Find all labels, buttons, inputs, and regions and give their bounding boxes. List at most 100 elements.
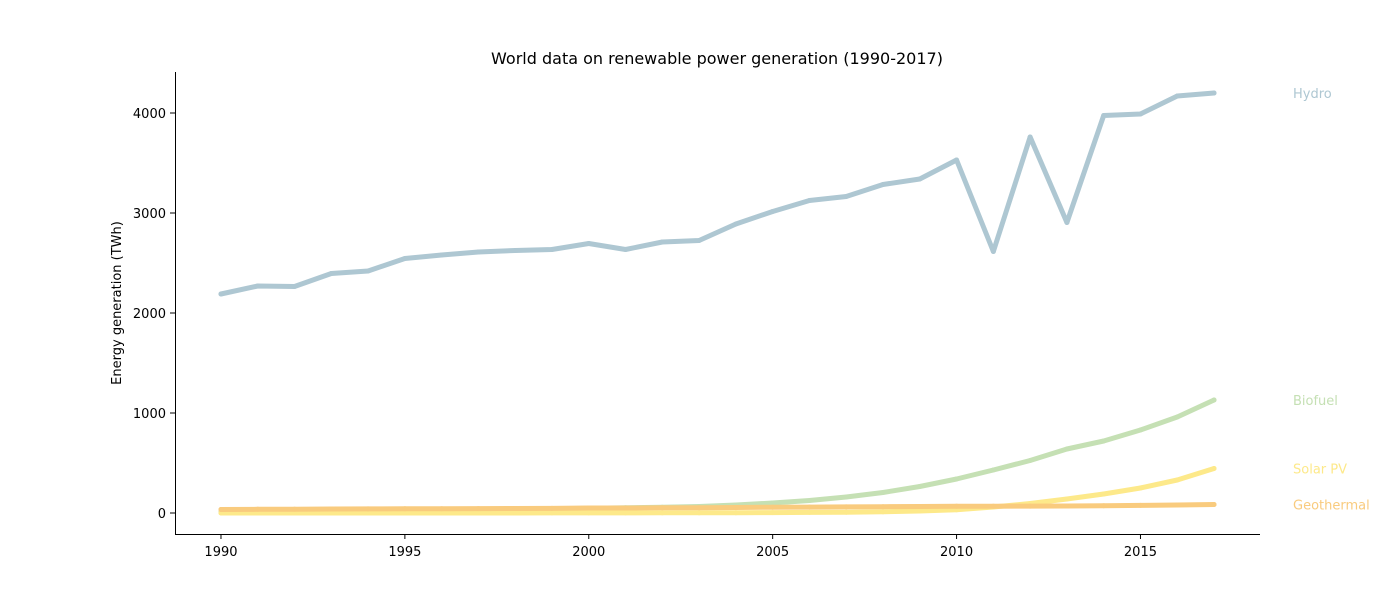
data-point-geothermal [806, 504, 812, 510]
data-point-hydro [806, 198, 812, 203]
data-point-hydro [659, 239, 665, 245]
data-point-geothermal [1174, 502, 1180, 508]
series-label-biofuel: Biofuel [1293, 394, 1338, 409]
data-point-geothermal [512, 506, 518, 511]
data-point-solar-pv [512, 510, 518, 516]
data-point-geothermal [843, 504, 849, 510]
data-point-geothermal [549, 505, 555, 511]
data-point-biofuel [1137, 427, 1143, 433]
data-point-biofuel [1064, 446, 1070, 452]
data-point-solar-pv [439, 510, 445, 516]
y-tick-label: 0 [158, 507, 166, 522]
data-point-geothermal [402, 506, 408, 512]
data-point-hydro [917, 176, 923, 182]
data-point-biofuel [843, 494, 849, 500]
data-point-hydro [1211, 90, 1217, 96]
data-point-solar-pv [806, 509, 812, 515]
data-point-hydro [549, 247, 555, 252]
data-point-solar-pv [475, 510, 481, 516]
chart-title: World data on renewable power generation… [491, 49, 943, 68]
data-point-geothermal [586, 505, 592, 511]
data-point-hydro [990, 249, 996, 254]
data-point-geothermal [1064, 503, 1070, 509]
data-point-solar-pv [328, 510, 334, 516]
y-tick-label: 3000 [133, 207, 166, 222]
data-point-geothermal [328, 506, 334, 512]
data-point-geothermal [659, 505, 665, 511]
data-point-solar-pv [549, 510, 555, 516]
data-point-hydro [770, 209, 776, 214]
data-point-biofuel [954, 476, 960, 482]
data-point-geothermal [623, 505, 629, 511]
data-point-hydro [1064, 220, 1070, 225]
x-tick-label: 2015 [1124, 545, 1157, 560]
data-point-solar-pv [843, 509, 849, 515]
data-point-biofuel [1101, 438, 1107, 444]
data-point-solar-pv [1101, 491, 1107, 497]
data-point-solar-pv [623, 510, 629, 516]
x-tick-label: 2005 [756, 545, 789, 560]
data-point-biofuel [990, 467, 996, 473]
data-point-hydro [954, 157, 960, 163]
data-point-hydro [733, 221, 739, 227]
data-point-biofuel [1211, 397, 1217, 403]
data-point-hydro [1101, 113, 1107, 118]
data-point-biofuel [1174, 414, 1180, 420]
data-point-hydro [623, 247, 629, 252]
data-point-solar-pv [1211, 466, 1217, 471]
data-point-geothermal [696, 505, 702, 511]
data-point-solar-pv [1064, 496, 1070, 502]
x-tick-label: 1995 [388, 545, 421, 560]
data-point-hydro [365, 268, 371, 274]
data-point-geothermal [255, 506, 261, 512]
series-label-geothermal: Geothermal [1293, 499, 1370, 514]
data-point-hydro [880, 182, 886, 187]
data-point-geothermal [1211, 502, 1217, 507]
data-point-geothermal [880, 504, 886, 510]
data-point-geothermal [954, 503, 960, 509]
data-point-hydro [218, 291, 224, 297]
data-point-geothermal [733, 505, 739, 510]
data-point-solar-pv [586, 510, 592, 516]
y-ticks: 0 1000 2000 3000 4000 [133, 107, 175, 522]
x-tick-label: 2000 [572, 545, 605, 560]
series-line-hydro [218, 90, 1217, 297]
data-point-hydro [586, 241, 592, 246]
data-point-solar-pv [1174, 477, 1180, 483]
data-point-solar-pv [770, 510, 776, 516]
data-point-hydro [512, 248, 518, 253]
data-point-geothermal [218, 507, 224, 512]
x-ticks: 1990 1995 2000 2005 2010 2015 [204, 534, 1157, 560]
data-point-geothermal [1137, 502, 1143, 508]
data-point-geothermal [917, 504, 923, 509]
data-point-geothermal [990, 503, 996, 509]
y-tick-label: 1000 [133, 407, 166, 422]
data-point-biofuel [1027, 458, 1033, 463]
data-point-hydro [1027, 134, 1033, 140]
y-tick-label: 2000 [133, 307, 166, 322]
data-point-solar-pv [402, 510, 408, 516]
data-point-solar-pv [365, 510, 371, 516]
data-point-solar-pv [880, 509, 886, 515]
x-tick-label: 2010 [940, 545, 973, 560]
data-point-geothermal [475, 506, 481, 512]
data-point-hydro [475, 249, 481, 255]
series-line-solar-pv [218, 466, 1217, 516]
y-axis-label: Energy generation (TWh) [110, 221, 125, 385]
data-point-geothermal [1101, 503, 1107, 509]
data-point-solar-pv [659, 510, 665, 516]
data-point-hydro [402, 256, 408, 261]
data-point-biofuel [806, 498, 812, 503]
data-point-hydro [292, 284, 298, 289]
series-labels: Hydro Biofuel Solar PV Geothermal [1293, 87, 1370, 514]
data-point-hydro [696, 238, 702, 243]
data-point-hydro [1174, 93, 1180, 99]
data-point-solar-pv [917, 508, 923, 514]
data-point-hydro [439, 252, 445, 258]
data-point-geothermal [770, 504, 776, 510]
x-tick-label: 1990 [204, 545, 237, 560]
data-point-biofuel [770, 500, 776, 506]
data-point-geothermal [365, 506, 371, 512]
series-line-geothermal [218, 502, 1217, 512]
